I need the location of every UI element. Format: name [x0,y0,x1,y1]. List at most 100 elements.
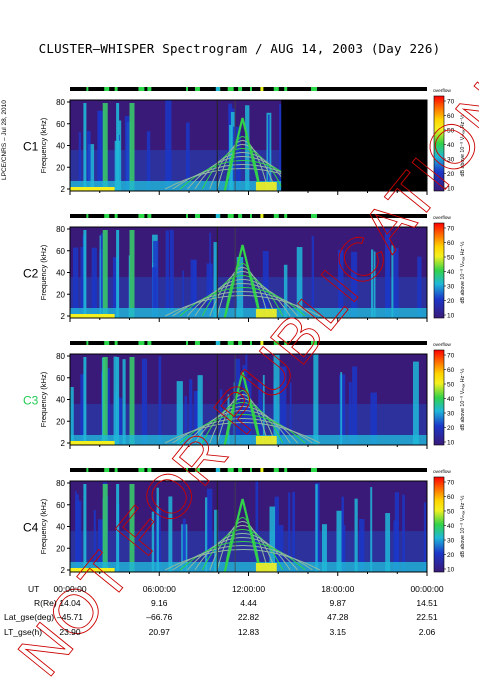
time-table-value: 14.04 [59,598,81,608]
time-table-row-label: LT_gse(h) [4,627,43,637]
colorbar-tick-label: 50 [447,255,455,262]
y-tick-label: 80 [56,98,65,107]
colorbar-tick-label: 60 [447,113,455,120]
panel-label: C4 [23,521,39,535]
panel-c2: 80 60 40 20 2 Frequency (kHz)C2 overflow 70 60 50… [23,214,466,322]
colorbar-tick-label: 60 [447,494,455,501]
colorbar-tick-label: 50 [447,382,455,389]
colorbar-tick-label: 20 [447,425,455,432]
colorbar [433,476,445,573]
panel-c1: 80 60 40 20 2 Frequency (kHz)C1 overflow 70 60 50… [23,87,466,195]
time-table-value: 9.87 [329,598,347,608]
colorbar-tick-label: 30 [447,538,455,545]
y-tick-label: 80 [56,225,65,234]
panel-c3: 80 60 40 20 2 Frequency (kHz)C3 overflow 70 60 50… [23,341,466,449]
y-tick-label: 40 [56,269,65,278]
resonance-arcs [164,244,321,319]
time-table-value: –45.71 [57,612,83,622]
colorbar-tick-label: 70 [447,99,455,106]
status-bar [70,468,427,472]
y-tick-label: 60 [56,120,65,129]
colorbar-top-label: overflow [433,88,451,94]
colorbar [433,95,445,192]
y-axis-label: Frequency (kHz) [39,244,48,300]
y-tick-label: 60 [56,374,65,383]
colorbar-tick-label: 40 [447,523,455,530]
colorbar-tick-label: 60 [447,367,455,374]
time-table-row-label: R(Re) [34,598,57,608]
panel-label: C1 [23,140,39,154]
time-table-value: –66.76 [146,612,173,622]
colorbar-tick-label: 60 [447,240,455,247]
colorbar-tick-label: 50 [447,128,455,135]
y-tick-label: 60 [56,501,65,510]
time-table-value: 22.82 [237,612,260,622]
status-bar [70,341,427,345]
time-table-value: 14.51 [416,598,438,608]
colorbar-tick-label: 30 [447,411,455,418]
colorbar-label: dB above 10⁻⁸ Vₘₐₓ Hz⁻½ [459,495,466,558]
y-tick-label: 80 [56,352,65,361]
y-tick-label: 20 [56,417,65,426]
no-data-region [281,100,427,191]
time-table-value: 47.28 [327,612,349,622]
colorbar-tick-label: 10 [447,440,455,447]
colorbar-tick-label: 40 [447,269,455,276]
resonance-arcs [164,371,321,446]
time-table-value: 18:00:00 [321,584,355,594]
y-tick-label: 2 [61,439,66,448]
y-tick-label: 80 [56,479,65,488]
panel-label: C3 [23,394,39,408]
y-axis-label: Frequency (kHz) [39,371,48,427]
colorbar-tick-label: 70 [447,226,455,233]
status-bar [70,87,427,91]
colorbar-tick-label: 10 [447,313,455,320]
colorbar-tick-label: 50 [447,509,455,516]
y-tick-label: 40 [56,142,65,151]
time-table-row-label: UT [28,584,40,594]
colorbar [433,222,445,319]
y-tick-label: 20 [56,290,65,299]
colorbar-top-label: overflow [433,342,451,348]
colorbar-label: dB above 10⁻⁸ Vₘₐₓ Hz⁻½ [459,241,466,304]
colorbar-tick-label: 30 [447,157,455,164]
time-table-value: 06:00:00 [142,584,176,594]
resonance-arcs [164,498,321,573]
colorbar-tick-label: 40 [447,142,455,149]
time-table-value: 20.97 [148,627,170,637]
colorbar-tick-label: 20 [447,298,455,305]
colorbar-tick-label: 10 [447,186,455,193]
colorbar-tick-label: 20 [447,171,455,178]
colorbar-tick-label: 40 [447,396,455,403]
y-tick-label: 40 [56,396,65,405]
y-axis-label: Frequency (kHz) [39,498,48,554]
time-table-value: 3.15 [329,627,347,637]
colorbar-top-label: overflow [433,215,451,221]
time-table-value: 2.06 [418,627,436,637]
panel-label: C2 [23,267,39,281]
y-tick-label: 2 [61,566,66,575]
colorbar-tick-label: 20 [447,552,455,559]
panel-c4: 80 60 40 20 2 Frequency (kHz)C4 overflow 70 60 50… [23,468,466,576]
y-tick-label: 60 [56,247,65,256]
colorbar-tick-label: 70 [447,353,455,360]
colorbar [433,349,445,446]
time-table-value: 12:00:00 [231,584,266,594]
time-table-value: 4.44 [240,598,257,608]
time-table-value: 9.16 [150,598,168,608]
y-tick-label: 20 [56,163,65,172]
y-tick-label: 40 [56,523,65,532]
time-table-value: 00:00:00 [410,584,444,594]
colorbar-label: dB above 10⁻⁸ Vₘₐₓ Hz⁻½ [459,368,466,431]
colorbar-top-label: overflow [433,469,451,475]
time-table-value: 00:00:00 [53,584,87,594]
time-table-value: 12.83 [237,627,260,637]
colorbar-tick-label: 10 [447,567,455,574]
time-table-row-label: Lat_gse(deg) [4,612,55,622]
colorbar-label: dB above 10⁻⁸ Vₘₐₓ Hz⁻½ [459,114,466,177]
y-axis-label: Frequency (kHz) [39,117,48,173]
status-bar [70,214,427,218]
time-table-value: 22.51 [416,612,438,622]
y-tick-label: 2 [61,312,66,321]
